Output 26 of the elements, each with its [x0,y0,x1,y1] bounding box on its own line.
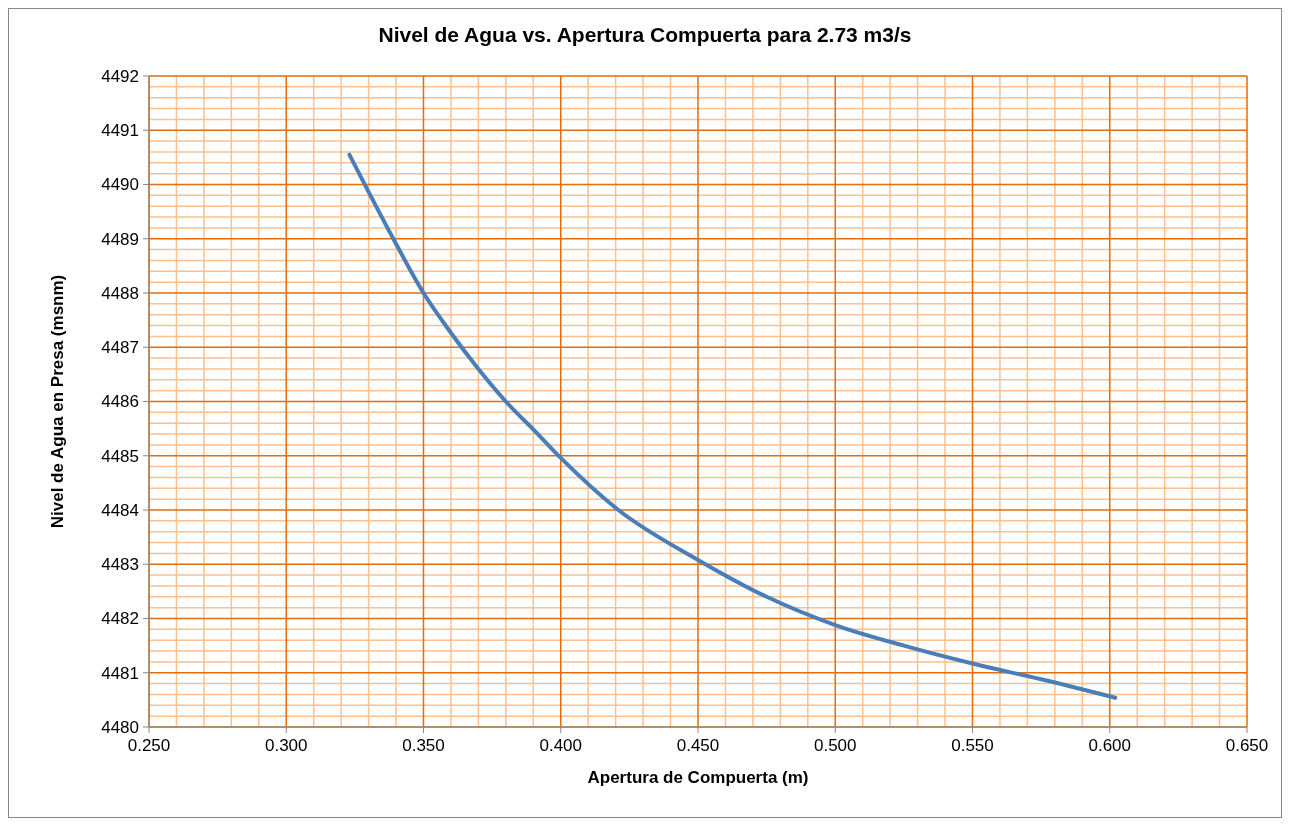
y-tick-label: 4489 [101,229,139,249]
y-axis-title: Nivel de Agua en Presa (msnm) [48,274,68,529]
y-tick-label: 4491 [101,121,139,141]
x-tick-label: 0.600 [1088,736,1132,755]
y-tick-label: 4492 [101,66,139,86]
x-tick-label: 0.400 [539,736,583,755]
y-tick-label: 4483 [101,555,139,575]
y-tick-label: 4487 [101,338,139,358]
y-tick-label: 4490 [101,175,139,195]
y-tick-label: 4480 [101,717,139,737]
y-tick-label: 4488 [101,283,139,303]
x-tick-label: 0.650 [1225,736,1269,755]
x-tick-label: 0.300 [264,736,308,755]
x-axis-title: Apertura de Compuerta (m) [587,768,809,787]
x-tick-label: 0.250 [127,736,171,755]
x-tick-label: 0.500 [813,736,857,755]
y-tick-label: 4481 [101,663,139,683]
y-tick-label: 4482 [101,609,139,629]
line-series [347,152,1118,700]
x-tick-label: 0.550 [951,736,994,755]
y-tick-label: 4484 [101,500,139,520]
x-tick-label: 0.450 [676,736,720,755]
y-tick-label: 4485 [101,446,139,466]
chart-title: Nivel de Agua vs. Apertura Compuerta para 2.73 m3/s [377,23,913,47]
x-tick-label: 0.350 [402,736,445,755]
y-tick-label: 4486 [101,392,139,412]
